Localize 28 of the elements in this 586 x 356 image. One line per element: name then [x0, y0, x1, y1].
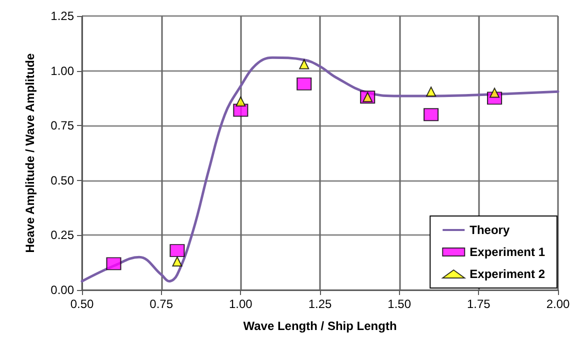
- x-tick-label: 1.75: [466, 297, 491, 311]
- y-tick-label: 0.75: [50, 118, 74, 133]
- y-axis-title: Heave Amplitude / Wave Amplitude: [23, 52, 37, 253]
- y-tick-label: 1.00: [50, 64, 74, 78]
- legend-label: Experiment 1: [470, 245, 546, 259]
- point: [296, 77, 312, 90]
- point: [170, 244, 185, 258]
- y-tick-label: 1.25: [50, 9, 74, 23]
- y-tick-label: 0.50: [50, 173, 74, 188]
- x-tick-label: 1.00: [228, 297, 253, 311]
- point: [426, 86, 436, 97]
- x-tick-label: 0.50: [70, 297, 94, 311]
- line-series: [80, 56, 560, 282]
- x-tick-label: 2.00: [546, 297, 570, 311]
- x-tick-label: 1.50: [388, 297, 412, 311]
- point: [490, 88, 500, 98]
- point: [299, 59, 310, 70]
- x-axis-title: Wave Length / Ship Length: [243, 319, 397, 333]
- y-tick-label: 0.25: [50, 228, 74, 242]
- legend-label: Experiment 2: [470, 267, 546, 281]
- point: [106, 257, 122, 270]
- y-tick-label: 0.00: [50, 283, 74, 297]
- legend-label: Theory: [470, 223, 510, 237]
- x-tick-label: 1.25: [308, 297, 332, 311]
- point: [424, 108, 439, 122]
- point: [172, 256, 182, 267]
- x-tick-label: 0.75: [150, 297, 174, 311]
- point: [236, 96, 246, 106]
